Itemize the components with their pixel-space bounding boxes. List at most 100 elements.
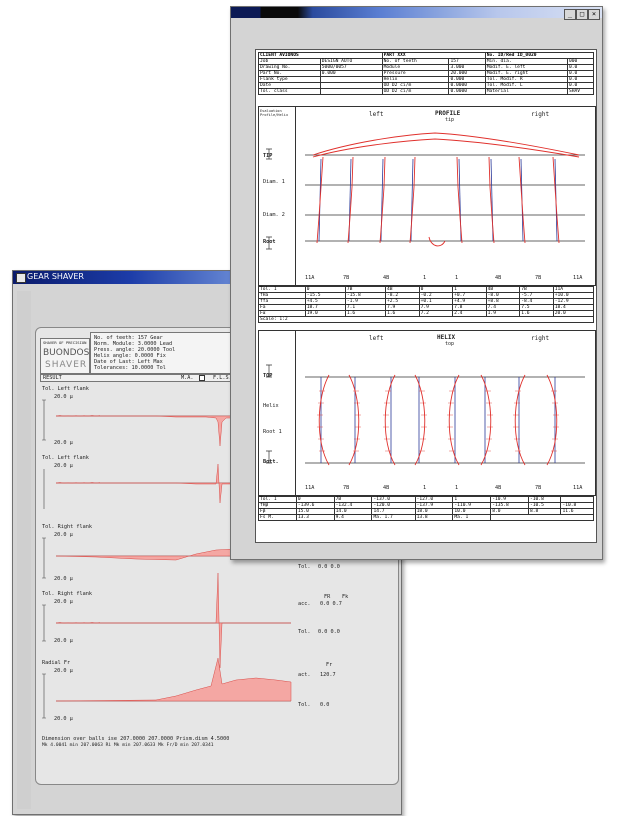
logo-line2: BUONDOS [43, 348, 90, 358]
x-label: 11A [573, 485, 583, 491]
table-row: Scale: 1:2 [258, 316, 594, 323]
table-row: Fβ 15.0 14.0 14.7 18.0 10.0 8.0 8.8 11.6 [258, 508, 594, 515]
scale-top: 20.0 μ [54, 463, 73, 469]
info-line: Press. angle: 20.0000 Tool [94, 347, 176, 353]
y-label-diam2: Diam. 2 [263, 212, 285, 218]
scale-label: Scale: 1:2 [258, 316, 594, 323]
x-label: 1 [455, 485, 459, 491]
info-line: Norm. Module: 3.0000 Lead [94, 341, 173, 347]
report-sheet: CLIENT AVIONOS PART XXX No. ID/Red ID_00… [255, 49, 597, 543]
logo-line3: SHAVER [45, 360, 88, 370]
table-row: Tol. class OD D2 ci/m 0.0000 Material SHAV [258, 88, 595, 95]
option-ma[interactable]: M.A. [181, 375, 194, 381]
section-title: Tol. Right flank [42, 524, 92, 530]
back-window-title: GEAR SHAVER [27, 272, 84, 281]
helix-table: Tol. 1 0 7B -137.0 -127.0 1 -10.9 -10.8 fHβ -139… [258, 496, 594, 521]
scale-bottom: 20.0 μ [54, 716, 73, 722]
section-title: Tol. Left flank [42, 455, 89, 461]
x-label: 4B [495, 485, 502, 491]
cell: Fs M. [258, 514, 297, 521]
x-label: 7B [535, 275, 542, 281]
footer-line: Dimension over balls ise 207.0000 207.00… [42, 736, 230, 742]
x-label: 1 [455, 275, 459, 281]
profile-plot [266, 132, 585, 250]
close-button[interactable]: × [588, 9, 600, 20]
cell: 13.3 [295, 514, 335, 521]
back-window-gutter [17, 291, 31, 809]
scale-top: 20.0 μ [54, 532, 73, 538]
col-head: Fr [326, 662, 333, 668]
profile-title: PROFILE [435, 110, 461, 117]
y-label-helix: Helix [263, 403, 279, 409]
cell: Ma. 1.7 [371, 514, 416, 521]
tol-values: 0.0 0.0 [318, 629, 340, 635]
profile-right-label: right [531, 111, 550, 118]
scale-top: 20.0 μ [54, 599, 73, 605]
cell: SHAV [566, 88, 595, 95]
tol-label: Tol. [298, 629, 311, 635]
table-row: Fs M. 13.3 9.4 Ma. 1.7 13.8 Ma. 1 [258, 514, 594, 521]
y-label-diam1: Diam. 1 [263, 179, 285, 185]
x-label: 1 [423, 485, 427, 491]
tol-label: Tol. [298, 702, 311, 708]
x-label: 1 [423, 275, 427, 281]
profile-subtitle: tip [445, 117, 455, 123]
option-fls[interactable]: F.L.S. [213, 375, 232, 381]
col-head: FR [324, 594, 331, 600]
scale-top: 20.0 μ [54, 668, 73, 674]
x-label: 11A [573, 275, 583, 281]
col-head: Fk [342, 594, 349, 600]
result-label: RESULT [43, 375, 62, 381]
x-label: 11A [305, 485, 315, 491]
logo-box: SHAVER OF PRECISION BUONDOS SHAVER [40, 338, 90, 374]
section-title: Tol. Right flank [42, 591, 92, 597]
section-title: Tol. Left flank [42, 386, 89, 392]
info-line: Helix angle: 0.0000 Fix [94, 353, 166, 359]
table-row: fHβ -139.6 -132.4 -120.0 -137.9 -110.9 -135.8-… [258, 502, 594, 509]
x-label: 4B [383, 485, 390, 491]
cell: Ma. 1 [452, 514, 492, 521]
cell: OD D2 ci/m [381, 88, 450, 95]
table-row: ffa +4.5 -1.9 +2.5 +0.1 +4.9 +8.8 -8.4 -12.9 [258, 298, 595, 305]
x-label: 7B [343, 275, 350, 281]
footer-line: Mk 4.0041 min 207.0063 Ri Mk min 207.063… [42, 743, 214, 748]
act-label: act. [298, 672, 311, 678]
cell: Material [484, 88, 568, 95]
x-label: 4B [383, 275, 390, 281]
tol-value: 0.0 [320, 702, 330, 708]
helix-section: TOP Helix Root 1 Bott. left HELIX top ri… [258, 330, 596, 496]
section-title: Radial Fr [42, 660, 71, 666]
table-row: Part No. 0.000 Pressure 20.000 Modif. E. r… [258, 70, 595, 77]
info-line: No. of teeth: 157 Gear [94, 335, 163, 341]
maximize-button[interactable]: □ [576, 9, 588, 20]
cell: 13.8 [414, 514, 454, 521]
option-ma-checkbox[interactable] [199, 375, 205, 381]
table-row: Fα 19.0 1.6 1.6 7.2 2.4 1.9 1.6 20.0 [258, 310, 595, 317]
front-window-titlebar[interactable]: _ □ × [231, 7, 602, 20]
helix-left-label: left [369, 335, 384, 342]
cell: Tol. class [258, 88, 321, 95]
y-label-root1: Root 1 [263, 429, 282, 435]
helix-title: HELIX [437, 334, 456, 341]
front-window: _ □ × CLIENT AVIONOS PART XXX No. ID/Red… [230, 6, 603, 560]
cell [319, 88, 383, 95]
x-label: 7B [535, 485, 542, 491]
helix-subtitle: top [445, 341, 455, 347]
profile-left-label: left [369, 111, 384, 118]
scale-bottom: 20.0 μ [54, 440, 73, 446]
app-icon [16, 273, 26, 283]
info-line: Date of Last: Left Max [94, 359, 163, 365]
x-label: 4B [495, 275, 502, 281]
y-label-bott: Bott. [263, 459, 279, 465]
helix-plot [266, 364, 585, 466]
info-line: Tolerances: 10.0000 Tol [94, 365, 166, 371]
helix-right-label: right [531, 335, 550, 342]
scale-bottom: 20.0 μ [54, 638, 73, 644]
x-label: 7B [343, 485, 350, 491]
scale-bottom: 20.0 μ [54, 576, 73, 582]
profile-table: Tol. 1 0 7B 4B 0 1 4B 7B 11A fHa -15.5 -15.8 -8.2 -0… [258, 286, 595, 323]
header-table: CLIENT AVIONOS PART XXX No. ID/Red ID_00… [258, 52, 595, 95]
cell: 9.4 [333, 514, 373, 521]
helix-side-col: TOP Helix Root 1 Bott. [259, 331, 296, 495]
minimize-button[interactable]: _ [564, 9, 576, 20]
